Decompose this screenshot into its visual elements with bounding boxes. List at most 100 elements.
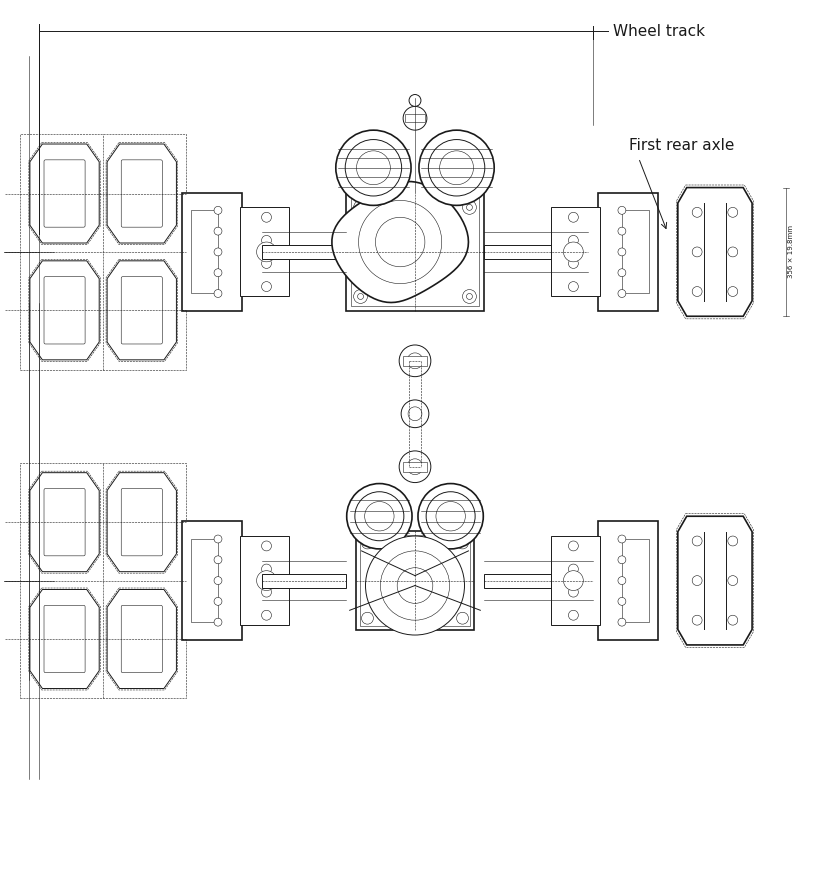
Circle shape — [364, 502, 394, 531]
Bar — [240, 536, 290, 625]
Circle shape — [466, 294, 472, 299]
Circle shape — [728, 576, 738, 586]
Circle shape — [569, 564, 579, 574]
Circle shape — [214, 577, 222, 585]
Bar — [355, 531, 475, 630]
Bar — [550, 536, 600, 625]
Circle shape — [261, 564, 271, 574]
Text: 356 × 19.8mm: 356 × 19.8mm — [788, 226, 794, 279]
Text: First rear axle: First rear axle — [628, 138, 734, 153]
Circle shape — [407, 244, 423, 260]
Bar — [261, 573, 346, 587]
Circle shape — [380, 551, 450, 620]
Bar — [405, 115, 425, 123]
Circle shape — [256, 571, 276, 590]
Circle shape — [214, 206, 222, 214]
Circle shape — [618, 289, 626, 297]
Circle shape — [457, 612, 468, 624]
Bar — [191, 210, 217, 294]
Bar — [183, 192, 242, 311]
Circle shape — [214, 556, 222, 564]
Circle shape — [618, 248, 626, 256]
Circle shape — [692, 616, 702, 625]
Circle shape — [407, 459, 423, 475]
Circle shape — [214, 597, 222, 605]
Circle shape — [399, 451, 431, 482]
Polygon shape — [30, 144, 100, 243]
Bar — [191, 539, 217, 622]
Circle shape — [564, 571, 583, 590]
Circle shape — [692, 287, 702, 296]
Circle shape — [347, 483, 412, 549]
Bar — [20, 463, 186, 699]
Circle shape — [214, 228, 222, 235]
Polygon shape — [107, 261, 177, 360]
Circle shape — [462, 289, 476, 303]
Circle shape — [618, 577, 626, 585]
Bar — [350, 198, 480, 306]
Polygon shape — [107, 589, 177, 689]
Circle shape — [618, 556, 626, 564]
Circle shape — [728, 207, 738, 217]
Circle shape — [375, 217, 425, 266]
Circle shape — [569, 235, 579, 245]
Circle shape — [214, 289, 222, 297]
Polygon shape — [30, 473, 100, 572]
Polygon shape — [678, 188, 752, 317]
Circle shape — [618, 597, 626, 605]
Circle shape — [401, 400, 429, 428]
Bar — [484, 573, 593, 587]
Circle shape — [261, 213, 271, 222]
Bar — [346, 192, 484, 311]
Circle shape — [400, 565, 430, 595]
Bar — [183, 521, 242, 640]
Polygon shape — [107, 144, 177, 243]
Bar — [261, 245, 346, 258]
Circle shape — [336, 131, 411, 206]
Circle shape — [728, 247, 738, 257]
Circle shape — [569, 587, 579, 597]
Circle shape — [618, 535, 626, 543]
Circle shape — [618, 228, 626, 235]
Circle shape — [728, 616, 738, 625]
Circle shape — [569, 281, 579, 292]
Circle shape — [408, 407, 422, 421]
Circle shape — [399, 345, 431, 377]
Circle shape — [403, 107, 427, 131]
Circle shape — [261, 258, 271, 268]
Circle shape — [419, 131, 494, 206]
Circle shape — [345, 139, 402, 196]
Bar — [598, 521, 657, 640]
Circle shape — [261, 541, 271, 551]
Polygon shape — [107, 473, 177, 572]
Circle shape — [457, 537, 468, 549]
Circle shape — [365, 536, 465, 635]
Circle shape — [362, 537, 374, 549]
Circle shape — [462, 200, 476, 214]
Bar — [484, 245, 588, 258]
Circle shape — [408, 573, 422, 587]
Circle shape — [261, 587, 271, 597]
Circle shape — [618, 269, 626, 277]
Circle shape — [256, 242, 276, 262]
Circle shape — [409, 94, 421, 107]
Circle shape — [618, 618, 626, 626]
Circle shape — [692, 207, 702, 217]
Circle shape — [426, 492, 475, 541]
Text: Wheel track: Wheel track — [613, 24, 705, 39]
Circle shape — [407, 353, 423, 369]
Circle shape — [440, 151, 473, 184]
Circle shape — [728, 287, 738, 296]
Circle shape — [569, 541, 579, 551]
Circle shape — [261, 235, 271, 245]
Bar — [622, 539, 649, 622]
Circle shape — [355, 492, 404, 541]
Bar — [359, 535, 471, 626]
Bar — [622, 210, 649, 294]
Circle shape — [214, 248, 222, 256]
Circle shape — [569, 258, 579, 268]
Circle shape — [436, 502, 466, 531]
Circle shape — [214, 269, 222, 277]
Circle shape — [728, 536, 738, 546]
Circle shape — [358, 205, 364, 210]
